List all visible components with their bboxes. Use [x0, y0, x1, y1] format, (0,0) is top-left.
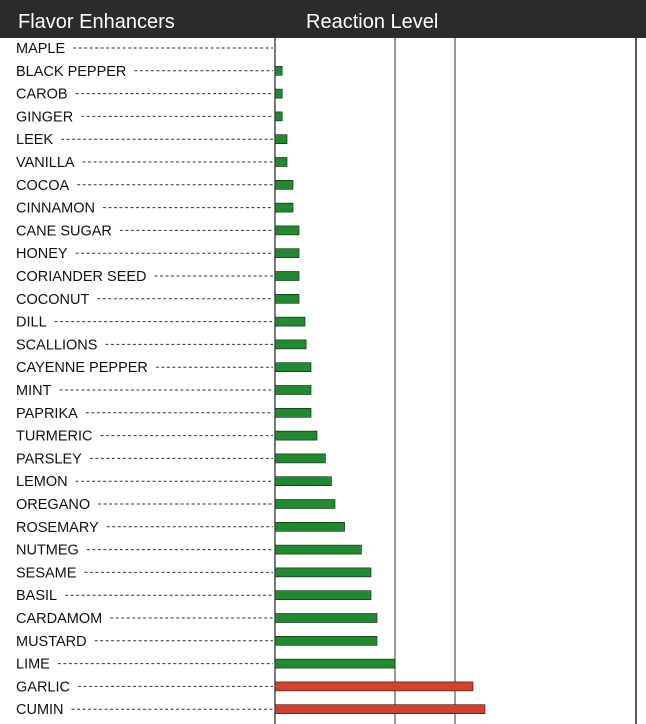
bar-sesame: [274, 567, 372, 578]
bar-honey: [274, 248, 300, 258]
chart-row: VANILLA: [16, 155, 288, 171]
bar-coconut: [274, 293, 300, 304]
category-label: LEMON: [16, 474, 68, 490]
header-left-title: Flavor Enhancers: [18, 11, 175, 33]
bar-cane-sugar: [274, 225, 300, 236]
chart-row: ROSEMARY: [16, 520, 345, 536]
category-label: BASIL: [16, 588, 57, 604]
chart-row: HONEY: [16, 246, 300, 262]
bar-garlic: [274, 681, 474, 692]
chart-row: PAPRIKA: [16, 406, 312, 422]
header-right-title: Reaction Level: [306, 11, 438, 33]
category-label: LEEK: [16, 132, 53, 148]
category-label: CORIANDER SEED: [16, 269, 147, 285]
bar-lime: [274, 658, 396, 669]
category-label: HONEY: [16, 246, 68, 262]
bar-turmeric: [274, 430, 318, 441]
bar-dill: [274, 316, 306, 327]
category-label: CANE SUGAR: [16, 223, 112, 239]
category-label: CAYENNE PEPPER: [16, 360, 148, 376]
chart-row: COCOA: [16, 178, 294, 194]
chart-row: CUMIN: [16, 702, 486, 718]
bar-mustard: [274, 635, 378, 646]
bar-carob: [274, 88, 283, 99]
category-label: VANILLA: [16, 155, 75, 171]
category-label: DILL: [16, 315, 47, 331]
bar-cumin: [274, 704, 486, 715]
chart-row: LIME: [16, 657, 396, 673]
bar-cocoa: [274, 180, 294, 190]
bar-cinnamon: [274, 202, 294, 213]
bar-rosemary: [274, 521, 345, 532]
category-label: GINGER: [16, 109, 73, 125]
chart-row: CORIANDER SEED: [16, 269, 300, 285]
chart-row: DILL: [16, 315, 306, 331]
chart-row: CAYENNE PEPPER: [16, 360, 312, 376]
chart-row: MAPLE: [16, 41, 273, 57]
category-label: LIME: [16, 657, 50, 673]
chart-row: GARLIC: [16, 679, 474, 695]
bar-lemon: [274, 476, 332, 487]
chart-row: BLACK PEPPER: [16, 64, 283, 80]
bar-oregano: [274, 499, 336, 509]
chart-row: CANE SUGAR: [16, 223, 300, 239]
category-label: MUSTARD: [16, 634, 87, 650]
bar-basil: [274, 590, 372, 601]
chart-row: SESAME: [16, 565, 372, 581]
chart-row: CINNAMON: [16, 201, 294, 217]
category-label: CUMIN: [16, 702, 64, 718]
chart-row: CAROB: [16, 87, 283, 103]
bar-cayenne-pepper: [274, 362, 312, 373]
category-label: NUTMEG: [16, 543, 79, 559]
category-label: COCONUT: [16, 292, 89, 308]
chart-row: COCONUT: [16, 292, 300, 308]
category-label: ROSEMARY: [16, 520, 99, 536]
category-label: CARDAMOM: [16, 611, 102, 627]
bar-paprika: [274, 407, 312, 418]
category-label: GARLIC: [16, 679, 70, 695]
category-label: TURMERIC: [16, 429, 93, 445]
chart-row: MINT: [16, 383, 312, 399]
chart-row: NUTMEG: [16, 543, 362, 559]
category-label: SCALLIONS: [16, 337, 97, 353]
chart-row: GINGER: [16, 109, 283, 125]
chart-row: CARDAMOM: [16, 611, 378, 627]
chart-row: PARSLEY: [16, 451, 326, 467]
category-label: MINT: [16, 383, 52, 399]
bar-cardamom: [274, 613, 378, 623]
category-label: BLACK PEPPER: [16, 64, 126, 80]
bar-scallions: [274, 339, 307, 350]
chart-row: LEMON: [16, 474, 332, 490]
category-label: CINNAMON: [16, 201, 95, 217]
bar-ginger: [274, 111, 283, 122]
category-label: CAROB: [16, 87, 68, 103]
category-label: COCOA: [16, 178, 70, 194]
chart-header-bar: [0, 0, 646, 38]
category-label: OREGANO: [16, 497, 90, 513]
chart-row: MUSTARD: [16, 634, 378, 650]
chart-row: TURMERIC: [16, 429, 318, 445]
chart-row: SCALLIONS: [16, 337, 307, 353]
chart-row: LEEK: [16, 132, 288, 148]
chart-row: BASIL: [16, 588, 372, 604]
bar-coriander-seed: [274, 271, 300, 281]
category-label: PARSLEY: [16, 451, 82, 467]
bar-black-pepper: [274, 66, 283, 76]
bar-vanilla: [274, 157, 288, 167]
category-label: SESAME: [16, 565, 77, 581]
bar-nutmeg: [274, 544, 362, 555]
bar-mint: [274, 385, 312, 395]
bar-parsley: [274, 453, 326, 464]
chart-row: OREGANO: [16, 497, 336, 513]
category-label: PAPRIKA: [16, 406, 78, 422]
bar-leek: [274, 134, 288, 144]
category-label: MAPLE: [16, 41, 65, 57]
